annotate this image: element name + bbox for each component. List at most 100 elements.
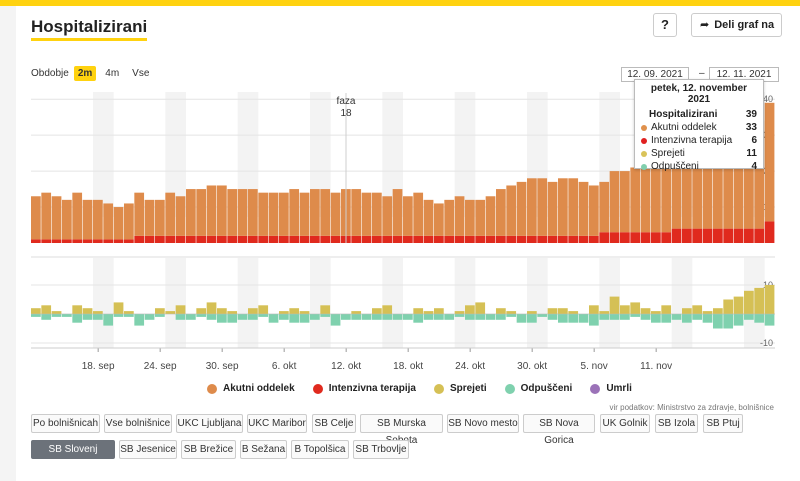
- chart-legend: Akutni oddelek Intenzivna terapija Sprej…: [207, 383, 632, 394]
- admitted-dot-icon: [641, 150, 647, 157]
- legend-item-admitted[interactable]: Sprejeti: [433, 383, 487, 394]
- hospital-button-vse[interactable]: Vse bolnišnice: [104, 414, 172, 433]
- admitted-bar: [41, 305, 52, 314]
- legend-dot-icon: [207, 383, 217, 394]
- icu-bar: [299, 235, 310, 243]
- weekend-band: [454, 92, 476, 217]
- hospital-button-ukc-maribor[interactable]: UKC Maribor: [247, 414, 307, 433]
- hospital-button-uk-golnik[interactable]: UK Golnik: [600, 414, 650, 433]
- tooltip-value: 11: [746, 148, 757, 159]
- acute-bar: [196, 189, 207, 236]
- icu-bar: [671, 228, 682, 243]
- admitted-bar: [702, 311, 713, 314]
- discharged-bar: [134, 314, 145, 326]
- discharged-bar: [558, 314, 568, 323]
- admitted-bar: [733, 296, 744, 314]
- x-tick-label: 24. okt: [455, 361, 485, 372]
- weekend-band: [599, 258, 620, 348]
- acute-bar: [144, 199, 155, 236]
- discharged-bar: [351, 314, 362, 320]
- acute-bar: [310, 189, 320, 236]
- hospital-button-sb-jesenice[interactable]: SB Jesenice: [119, 440, 177, 459]
- tooltip-value: 39: [745, 109, 757, 120]
- acute-bar: [41, 192, 52, 240]
- discharged-bar: [506, 314, 517, 317]
- icu-bar: [82, 239, 93, 243]
- discharged-bar: [527, 314, 537, 323]
- discharged-bar: [744, 314, 754, 320]
- legend-item-discharged[interactable]: Odpuščeni: [504, 383, 572, 394]
- hospital-button-sb-novo-mesto[interactable]: SB Novo mesto: [447, 414, 519, 433]
- legend-item-acute[interactable]: Akutni oddelek: [207, 383, 295, 394]
- admitted-bar: [465, 305, 475, 314]
- x-tick-label: 30. okt: [517, 361, 547, 372]
- hospital-button-b-sezana[interactable]: B Sežana: [240, 440, 287, 459]
- admitted-bar: [217, 308, 227, 314]
- icu-bar: [537, 235, 548, 243]
- hospital-button-po-bolnisnicah[interactable]: Po bolnišnicah: [31, 414, 100, 433]
- acute-bar: [547, 181, 558, 236]
- legend-item-deceased[interactable]: Umrli: [590, 383, 632, 394]
- discharged-bar: [651, 314, 661, 323]
- weekend-band: [237, 258, 259, 348]
- weekend-band: [93, 258, 114, 348]
- icu-bar: [692, 228, 703, 243]
- hospital-button-ukc-ljubljana[interactable]: UKC Ljubljana: [176, 414, 243, 433]
- hospital-button-b-topolsica[interactable]: B Topolšica: [291, 440, 349, 459]
- weekend-band: [165, 92, 186, 217]
- discharged-bar: [640, 314, 651, 320]
- icu-bar: [578, 235, 589, 243]
- acute-bar: [382, 196, 393, 236]
- period-option-2m[interactable]: 2m: [73, 66, 97, 81]
- hospital-button-sb-celje[interactable]: SB Celje: [312, 414, 356, 433]
- acute-bar: [134, 192, 145, 236]
- hospital-button-sb-trbovlje[interactable]: SB Trbovlje: [353, 440, 409, 459]
- acute-bar: [723, 135, 734, 229]
- icu-bar: [723, 228, 734, 243]
- acute-bar: [103, 203, 114, 240]
- x-tick-label: 11. nov: [640, 361, 672, 372]
- discharged-bar: [630, 314, 641, 317]
- discharged-bar: [537, 314, 548, 317]
- hospital-button-sb-ptuj[interactable]: SB Ptuj: [703, 414, 743, 433]
- icu-bar: [702, 228, 713, 243]
- icu-bar: [651, 232, 661, 243]
- legend-item-icu[interactable]: Intenzivna terapija: [312, 383, 416, 394]
- icu-bar: [640, 232, 651, 243]
- acute-bar: [568, 178, 579, 236]
- help-button[interactable]: ?: [653, 13, 677, 37]
- period-option-all[interactable]: Vse: [132, 68, 150, 79]
- hospital-button-sb-brezice[interactable]: SB Brežice: [181, 440, 236, 459]
- acute-bar: [599, 181, 610, 233]
- hospital-button-sb-murska-sobota[interactable]: SB Murska Sobota: [360, 414, 443, 446]
- period-option-4m[interactable]: 4m: [105, 68, 120, 79]
- discharged-bar: [382, 314, 393, 320]
- acute-bar: [475, 199, 486, 236]
- admitted-bar: [113, 302, 124, 314]
- discharged-bar: [248, 314, 258, 320]
- period-label: Obdobje: [31, 68, 69, 79]
- icu-bar: [454, 235, 465, 243]
- share-button[interactable]: ➦ Deli graf na: [691, 13, 782, 37]
- discharged-dot-icon: [641, 163, 647, 170]
- icu-bar: [279, 235, 289, 243]
- acute-bar: [330, 192, 341, 236]
- discharged-bar: [227, 314, 238, 323]
- icu-bar: [113, 239, 124, 243]
- acute-bar: [31, 196, 41, 240]
- hospital-button-sb-slovenj-gradec[interactable]: SB Slovenj Gradec: [31, 440, 115, 472]
- icu-bar: [485, 235, 496, 243]
- admitted-bar: [372, 308, 382, 314]
- acute-bar: [640, 163, 651, 233]
- icu-bar: [589, 235, 599, 243]
- hospital-button-sb-nova-gorica[interactable]: SB Nova Gorica: [523, 414, 595, 446]
- icu-bar: [599, 232, 610, 243]
- hospital-button-sb-izola[interactable]: SB Izola: [655, 414, 698, 433]
- tooltip-label: Intenzivna terapija: [651, 135, 733, 146]
- acute-bar: [351, 189, 362, 236]
- discharged-bar: [62, 314, 72, 317]
- admitted-bar: [155, 308, 165, 314]
- admitted-bar: [423, 311, 434, 314]
- admitted-bar: [527, 311, 537, 314]
